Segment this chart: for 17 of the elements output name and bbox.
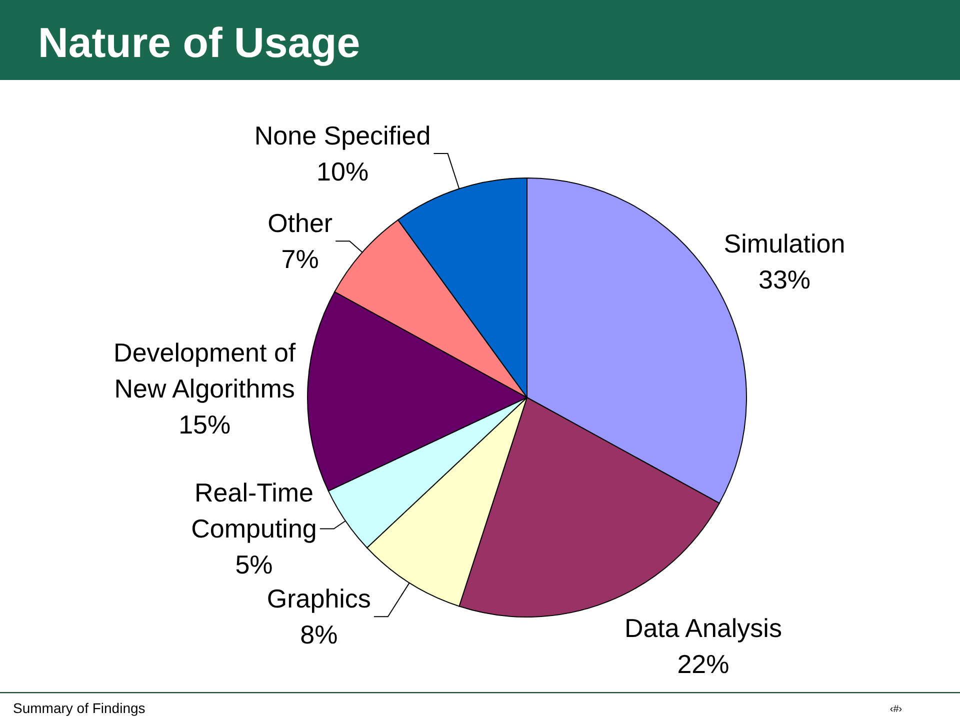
data-label: 5% <box>235 550 273 580</box>
slice-label: None Specified <box>254 120 431 151</box>
text: ‹#› <box>890 704 902 715</box>
slice-label: Data Analysis <box>624 613 782 644</box>
data-label: 7% <box>281 244 319 274</box>
chart-title: Nature of Usage <box>38 19 360 66</box>
data-label: 15% <box>178 410 231 440</box>
slice-label: Other <box>268 208 333 238</box>
data-label: 10% <box>316 156 369 187</box>
data-label: 22% <box>677 649 730 680</box>
text: Summary of Findings <box>13 700 146 716</box>
slice-label: Development of New Algorithms <box>114 338 296 404</box>
data-label: 33% <box>758 264 811 294</box>
slice-label: Real-Time Computing <box>191 478 317 544</box>
slice-label: Simulation <box>724 228 846 258</box>
slice-label: Graphics <box>266 584 371 614</box>
data-label: 8% <box>300 620 338 650</box>
